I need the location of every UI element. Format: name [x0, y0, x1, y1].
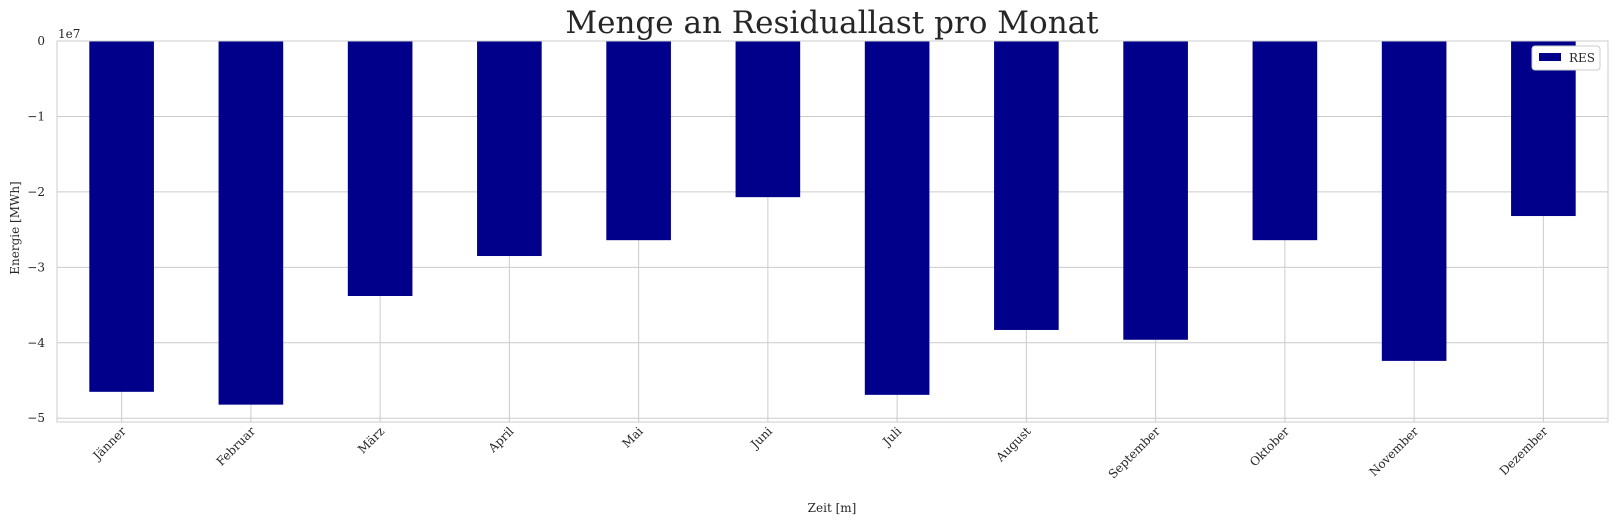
bars	[89, 41, 1576, 405]
grid	[57, 40, 1608, 422]
x-tick-label: März	[355, 424, 387, 456]
y-tick-label: −4	[27, 336, 45, 350]
bar-4	[606, 41, 671, 241]
bar-10	[1381, 41, 1447, 361]
bar-7	[994, 41, 1059, 330]
y-tick-label: −3	[27, 260, 45, 274]
bar-1	[218, 41, 284, 405]
x-axis-label: Zeit [m]	[808, 501, 857, 515]
x-tick-label: April	[485, 424, 517, 456]
legend: RES	[1531, 45, 1601, 71]
y-ticks: 0 −1 −2 −3 −4 −5	[27, 34, 45, 425]
y-offset-label: 1e7	[58, 27, 80, 41]
x-tick-label: Oktober	[1247, 424, 1292, 469]
x-tick-label: Juli	[879, 424, 905, 450]
x-tick-label: Juni	[747, 424, 775, 452]
bar-3	[477, 41, 542, 257]
bar-6	[864, 41, 930, 395]
bar-8	[1123, 41, 1188, 340]
bar-5	[735, 41, 801, 198]
x-tick-label: Jänner	[89, 424, 129, 464]
legend-label: RES	[1569, 51, 1595, 65]
x-tick-label: September	[1106, 424, 1163, 481]
x-tick-label: Februar	[214, 424, 259, 469]
y-tick-label: −2	[27, 185, 45, 199]
plot-frame	[56, 40, 1609, 423]
y-tick-label: −5	[27, 411, 45, 425]
bar-9	[1252, 41, 1318, 241]
bar-2	[347, 41, 413, 297]
legend-swatch	[1539, 53, 1561, 61]
chart-title: Menge an Residuallast pro Monat	[565, 5, 1099, 41]
x-tick-label: Dezember	[1497, 424, 1551, 478]
legend-box	[1531, 45, 1601, 71]
x-ticks: Jänner Februar März April Mai Juni Juli August S…	[89, 424, 1551, 481]
y-tick-label: −1	[27, 109, 45, 123]
x-tick-label: November	[1366, 424, 1421, 479]
x-tick-label: Mai	[619, 424, 645, 450]
x-tick-label: August	[993, 424, 1034, 465]
bar-0	[89, 41, 154, 392]
y-tick-label: 0	[37, 34, 45, 48]
y-axis-label: Energie [MWh]	[8, 181, 22, 274]
